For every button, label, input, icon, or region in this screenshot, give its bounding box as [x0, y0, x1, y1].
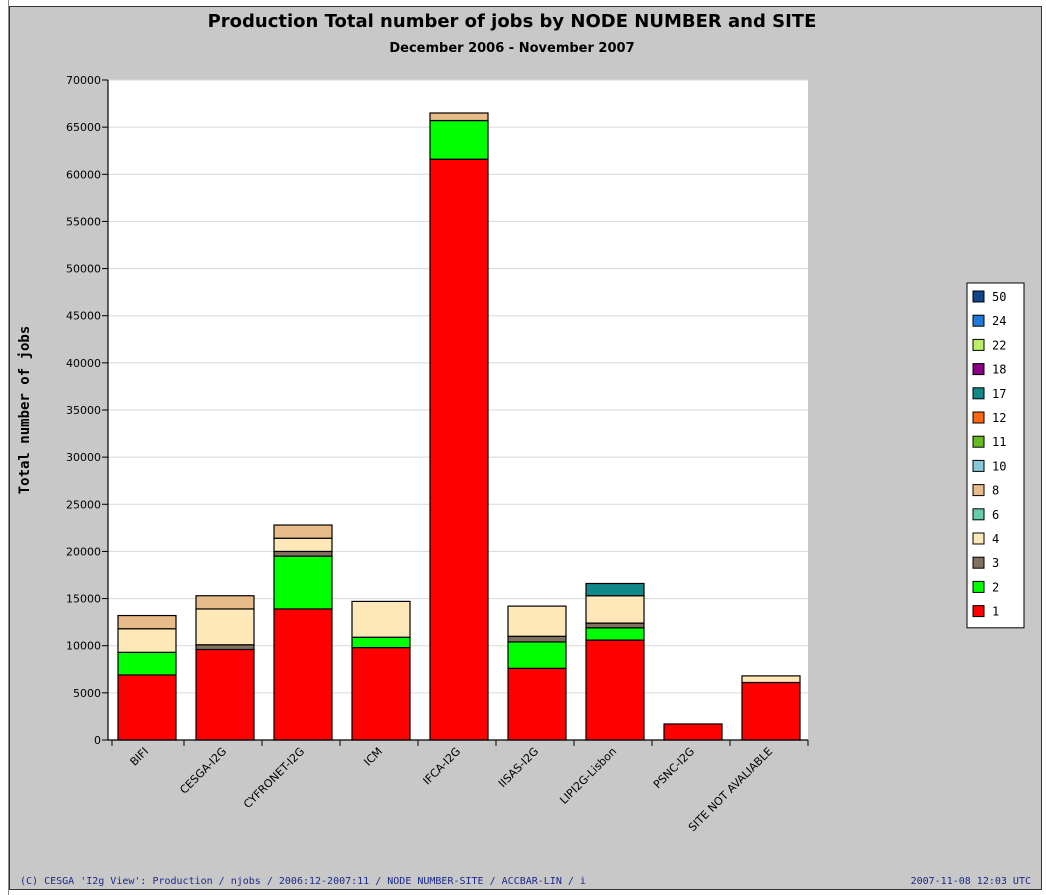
bars: [117, 112, 801, 741]
bar-segment-bifi-2: [117, 651, 177, 676]
legend-swatch-8: [972, 484, 985, 497]
footer-credit: (C) CESGA 'I2g View': Production / njobs…: [20, 876, 586, 887]
legend: 50 24 22 18 17 12 11 10 8 6 4 3 2 1: [966, 282, 1025, 629]
y-tick-labels: 0 5000 10000 15000 20000 25000 30000 35000 40000…: [66, 74, 101, 747]
legend-label-12: 12: [992, 411, 1006, 425]
legend-label-2: 2: [992, 580, 999, 594]
bar-segment-cesga-i2g-1: [195, 648, 255, 741]
legend-swatch-2: [972, 580, 985, 593]
y-tick-label: 0: [94, 734, 101, 747]
legend-label-11: 11: [992, 435, 1006, 449]
legend-label-24: 24: [992, 314, 1006, 328]
bar-segment-ifca-i2g-8: [429, 112, 489, 122]
bar-segment-cyfronet-i2g-3: [273, 550, 333, 557]
x-tick-label: ICM: [361, 745, 385, 769]
bar-segment-lipi2g-lisbon-3: [585, 622, 645, 629]
y-tick-label: 15000: [66, 593, 101, 606]
bar-segment-ifca-i2g-2: [429, 119, 489, 160]
legend-label-50: 50: [992, 290, 1006, 304]
legend-label-8: 8: [992, 484, 999, 498]
bar-segment-icm-2: [351, 636, 411, 649]
x-tick-label: PSNC-I2G: [651, 745, 697, 791]
chart-subtitle: December 2006 - November 2007: [389, 41, 634, 56]
y-tick-label: 35000: [66, 404, 101, 417]
bar-segment-site-not-avaliable-1: [741, 681, 801, 741]
x-tick-label: CYFRONET-I2G: [241, 745, 307, 811]
bar-segment-iisas-i2g-1: [507, 667, 567, 741]
left-edge-strip: [0, 0, 9, 895]
legend-swatch-1: [972, 605, 985, 618]
bar-segment-lipi2g-lisbon-17: [585, 582, 645, 597]
legend-label-10: 10: [992, 459, 1006, 473]
legend-swatch-17: [972, 387, 985, 400]
y-tick-label: 10000: [66, 640, 101, 653]
bar-segment-iisas-i2g-4: [507, 605, 567, 637]
y-tick-label: 5000: [73, 687, 101, 700]
y-tick-label: 20000: [66, 545, 101, 558]
legend-label-3: 3: [992, 556, 999, 570]
x-tick-label: SITE NOT AVALIABLE: [686, 745, 775, 834]
y-tick-label: 40000: [66, 357, 101, 370]
bar-segment-bifi-8: [117, 614, 177, 630]
x-tick-label: CESGA-I2G: [177, 745, 229, 797]
bar-segment-cesga-i2g-8: [195, 595, 255, 610]
legend-label-18: 18: [992, 363, 1006, 377]
legend-swatch-6: [972, 508, 985, 521]
y-tick-label: 25000: [66, 498, 101, 511]
legend-label-4: 4: [992, 532, 999, 546]
legend-label-1: 1: [992, 605, 999, 619]
y-tick-label: 60000: [66, 168, 101, 181]
bar-segment-cyfronet-i2g-4: [273, 537, 333, 553]
legend-label-6: 6: [992, 508, 999, 522]
legend-box: [966, 282, 1025, 629]
bar-segment-iisas-i2g-2: [507, 641, 567, 669]
legend-swatch-12: [972, 411, 985, 424]
y-tick-label: 50000: [66, 263, 101, 276]
bar-segment-icm-4: [351, 600, 411, 638]
bar-segment-site-not-avaliable-4: [741, 675, 801, 684]
bar-segment-psnc-i2g-1: [663, 723, 723, 741]
y-tick-label: 70000: [66, 74, 101, 87]
footer-timestamp: 2007-11-08 12:03 UTC: [911, 876, 1031, 887]
bar-segment-iisas-i2g-3: [507, 635, 567, 643]
legend-swatch-50: [972, 290, 985, 303]
bar-segment-lipi2g-lisbon-4: [585, 595, 645, 624]
bar-segment-icm-1: [351, 646, 411, 741]
legend-label-22: 22: [992, 338, 1006, 352]
legend-swatch-10: [972, 459, 985, 472]
legend-swatch-4: [972, 532, 985, 545]
x-tick-label: IFCA-I2G: [420, 745, 463, 788]
chart-title: Production Total number of jobs by NODE …: [208, 11, 817, 32]
bar-segment-bifi-4: [117, 628, 177, 653]
bar-segment-cesga-i2g-4: [195, 608, 255, 646]
y-axis-label: Total number of jobs: [17, 326, 33, 495]
y-tick-label: 30000: [66, 451, 101, 464]
bar-segment-cyfronet-i2g-2: [273, 555, 333, 610]
bar-segment-bifi-1: [117, 674, 177, 741]
bar-segment-cesga-i2g-3: [195, 644, 255, 651]
legend-swatch-22: [972, 338, 985, 351]
legend-swatch-24: [972, 314, 985, 327]
y-tick-label: 65000: [66, 121, 101, 134]
bar-segment-cyfronet-i2g-8: [273, 524, 333, 539]
legend-swatch-18: [972, 363, 985, 376]
x-tick-label: BIFI: [128, 745, 152, 769]
bar-segment-lipi2g-lisbon-1: [585, 639, 645, 741]
x-tick-label: IISAS-I2G: [496, 745, 541, 790]
legend-swatch-11: [972, 435, 985, 448]
bar-segment-ifca-i2g-1: [429, 158, 489, 741]
x-tick-labels: BIFI CESGA-I2G CYFRONET-I2G ICM IFCA-I2G IISA…: [128, 745, 776, 834]
bar-segment-cyfronet-i2g-1: [273, 608, 333, 741]
y-tick-label: 45000: [66, 310, 101, 323]
axes: [102, 79, 809, 746]
x-tick-label: LIPI2G-Lisbon: [557, 745, 619, 807]
legend-swatch-3: [972, 556, 985, 569]
y-tick-label: 55000: [66, 215, 101, 228]
bar-segment-lipi2g-lisbon-2: [585, 627, 645, 641]
legend-label-17: 17: [992, 387, 1006, 401]
